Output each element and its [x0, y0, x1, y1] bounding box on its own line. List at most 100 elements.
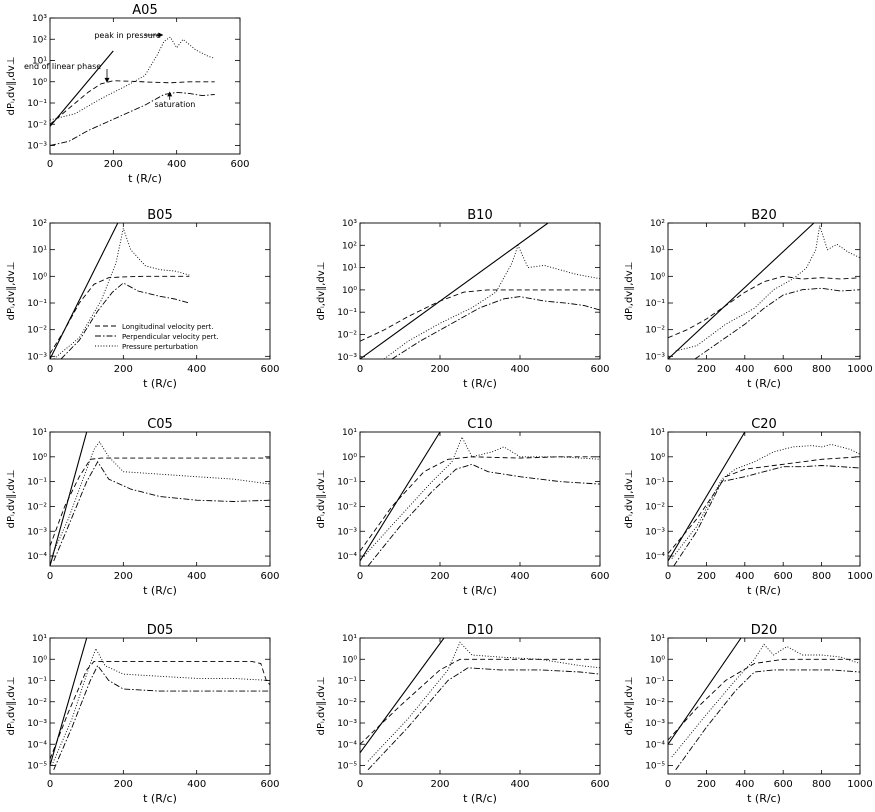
y-tick-label: 10¹ [32, 634, 47, 644]
panel-a05: A05 0 200 400 600 10⁻³ 10⁻² 10⁻¹ 10⁰ 10¹ 10² 10³ t (… [6, 3, 250, 185]
series-dashdot-line [53, 460, 270, 562]
x-tick-label: 400 [510, 364, 529, 375]
x-tick-label: 400 [510, 571, 529, 582]
plot-frame [49, 17, 241, 155]
plot-frame [49, 222, 271, 360]
y-tick-label: 10⁻² [27, 698, 47, 708]
x-axis-label: t (R/c) [463, 377, 497, 390]
series-dashdot-line [50, 91, 215, 146]
y-tick-label: 10⁻² [27, 502, 47, 512]
y-tick-label: 10² [32, 219, 47, 229]
y-tick-label: 10⁻⁴ [27, 552, 47, 562]
panel-title: D10 [467, 623, 494, 638]
x-tick-label: 600 [590, 779, 609, 790]
series-dashed-line [50, 457, 270, 547]
y-tick-label: 10⁻³ [27, 719, 47, 729]
panel-title: A05 [132, 3, 157, 18]
y-tick-label: 10⁻² [645, 326, 665, 336]
y-tick-label: 10⁻² [337, 698, 357, 708]
y-tick-label: 10⁰ [32, 272, 47, 282]
series-dashed-line [50, 660, 270, 760]
y-tick-label: 10⁰ [650, 453, 665, 463]
x-axis-label: t (R/c) [143, 792, 177, 805]
x-axis-label: t (R/c) [747, 377, 781, 390]
x-axis-label: t (R/c) [747, 584, 781, 597]
series-dotted-line [675, 225, 860, 352]
y-tick-label: 10⁻⁴ [27, 740, 47, 750]
x-tick-label: 1000 [847, 571, 872, 582]
y-tick-label: 10⁻¹ [337, 478, 357, 488]
x-tick-label: 200 [697, 779, 716, 790]
y-tick-label: 10⁻³ [645, 352, 665, 362]
y-axis-label: dPᵢ,dv∥,dv⊥ [6, 677, 17, 736]
panel-title: B10 [467, 208, 492, 223]
panel-d10: D10 0 200 400 600 10⁻⁵ 10⁻⁴ 10⁻³ 10⁻² 10⁻¹ 10⁰ 10¹ t… [316, 623, 610, 805]
y-tick-label: 10⁻¹ [645, 478, 665, 488]
x-tick-label: 0 [665, 779, 671, 790]
y-tick-label: 10⁻¹ [645, 677, 665, 687]
y-tick-label: 10⁻³ [27, 142, 47, 152]
x-tick-label: 0 [665, 571, 671, 582]
x-tick-label: 800 [812, 571, 831, 582]
y-tick-label: 10⁻⁴ [337, 740, 357, 750]
series-dotted-line [367, 641, 600, 762]
panel-title: C05 [147, 417, 173, 432]
y-tick-label: 10⁻⁵ [337, 762, 357, 772]
x-axis-label: t (R/c) [747, 792, 781, 805]
x-tick-label: 400 [735, 364, 754, 375]
annotation-arrowhead [167, 91, 173, 97]
plot-frame [667, 431, 861, 567]
y-tick-label: 10¹ [342, 428, 357, 438]
x-tick-label: 1000 [847, 779, 872, 790]
y-tick-label: 10⁰ [32, 453, 47, 463]
series-dotted-line [671, 443, 860, 559]
x-tick-label: 200 [114, 571, 133, 582]
x-axis-label: t (R/c) [463, 584, 497, 597]
x-tick-label: 200 [430, 779, 449, 790]
x-tick-label: 0 [357, 779, 363, 790]
y-tick-label: 10⁻¹ [337, 308, 357, 318]
y-tick-label: 10⁻² [645, 502, 665, 512]
series-dotted-line [53, 226, 190, 359]
series-dashdot-line [675, 669, 860, 771]
series-solid-line [668, 638, 742, 745]
x-tick-label: 600 [774, 364, 793, 375]
series-dotted-line [363, 435, 600, 557]
y-axis-label: dPᵢ,dv∥,dv⊥ [6, 470, 17, 529]
y-tick-label: 10¹ [342, 634, 357, 644]
series-dotted-line [383, 244, 600, 359]
y-tick-label: 10³ [342, 219, 357, 229]
y-axis-label: dPᵢ,dv∥,dv⊥ [624, 470, 635, 529]
plot-frame [359, 431, 601, 567]
x-tick-label: 400 [735, 779, 754, 790]
x-tick-label: 400 [187, 779, 206, 790]
panel-title: D20 [751, 623, 778, 638]
annotation-linear-end: end of linear phase [24, 62, 101, 71]
x-tick-label: 600 [590, 571, 609, 582]
series-dashdot-line [367, 463, 600, 566]
y-tick-label: 10² [32, 35, 47, 45]
y-tick-label: 10⁻¹ [337, 677, 357, 687]
x-tick-label: 800 [812, 364, 831, 375]
series-dashed-line [668, 275, 860, 339]
y-tick-label: 10⁻⁵ [645, 762, 665, 772]
series-dashed-line [50, 275, 190, 354]
y-tick-label: 10⁻⁴ [645, 740, 665, 750]
panel-c10: C10 0 200 400 600 10⁻⁴ 10⁻³ 10⁻² 10⁻¹ 10⁰ 10¹ t (R/… [316, 417, 610, 597]
y-tick-label: 10⁻³ [337, 527, 357, 537]
annotation-arrowhead [104, 77, 110, 83]
y-tick-label: 10¹ [342, 264, 357, 274]
x-tick-label: 200 [114, 364, 133, 375]
y-tick-label: 10⁻¹ [645, 299, 665, 309]
x-axis-label: t (R/c) [128, 172, 162, 185]
panel-d05: D05 0 200 400 600 10⁻⁵ 10⁻⁴ 10⁻³ 10⁻² 10⁻¹ 10⁰ 10¹ t… [6, 623, 280, 805]
y-tick-label: 10⁰ [650, 655, 665, 665]
x-tick-label: 0 [47, 571, 53, 582]
x-tick-label: 600 [774, 571, 793, 582]
y-tick-label: 10¹ [32, 246, 47, 256]
y-tick-label: 10³ [32, 14, 47, 24]
panel-title: C10 [467, 417, 493, 432]
panel-title: B20 [751, 208, 776, 223]
series-solid-line [360, 223, 549, 359]
y-tick-label: 10¹ [32, 57, 47, 67]
